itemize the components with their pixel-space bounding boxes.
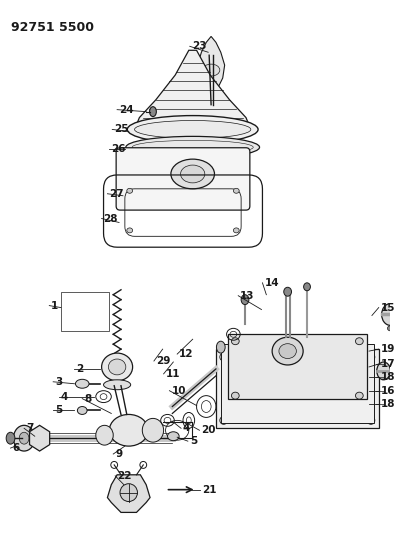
- Ellipse shape: [120, 484, 138, 502]
- Ellipse shape: [377, 362, 390, 380]
- Polygon shape: [108, 475, 150, 512]
- Text: 13: 13: [240, 290, 255, 301]
- Ellipse shape: [77, 407, 87, 415]
- Text: 15: 15: [381, 303, 395, 312]
- Ellipse shape: [233, 188, 239, 193]
- Text: 92751 5500: 92751 5500: [10, 21, 94, 34]
- Text: 22: 22: [117, 471, 132, 481]
- Ellipse shape: [127, 116, 258, 143]
- Ellipse shape: [367, 416, 375, 424]
- Text: 6: 6: [12, 443, 20, 453]
- Text: 5: 5: [190, 436, 197, 446]
- Ellipse shape: [202, 64, 220, 76]
- Text: 29: 29: [156, 356, 170, 366]
- Text: 10: 10: [171, 386, 186, 395]
- Ellipse shape: [127, 228, 133, 233]
- Ellipse shape: [367, 353, 375, 361]
- Ellipse shape: [168, 432, 179, 441]
- Ellipse shape: [216, 341, 225, 353]
- Ellipse shape: [134, 120, 251, 139]
- Bar: [228, 334, 367, 399]
- Text: 1: 1: [51, 301, 58, 311]
- Text: 11: 11: [166, 369, 180, 379]
- Ellipse shape: [388, 326, 393, 331]
- Ellipse shape: [220, 416, 228, 424]
- Ellipse shape: [232, 392, 239, 399]
- Text: 23: 23: [192, 42, 206, 51]
- Ellipse shape: [108, 359, 126, 375]
- Ellipse shape: [272, 337, 303, 365]
- Text: 4: 4: [183, 423, 190, 433]
- Text: 19: 19: [381, 344, 395, 354]
- Text: 12: 12: [179, 349, 194, 359]
- Text: 16: 16: [381, 386, 395, 395]
- Text: 18: 18: [381, 372, 395, 382]
- Polygon shape: [134, 50, 251, 134]
- Text: 21: 21: [202, 484, 217, 495]
- Ellipse shape: [284, 287, 292, 296]
- Text: 4: 4: [61, 392, 68, 402]
- Bar: [221, 344, 374, 423]
- Polygon shape: [30, 425, 50, 451]
- Ellipse shape: [6, 432, 15, 444]
- Text: 9: 9: [115, 449, 122, 459]
- Ellipse shape: [356, 392, 363, 399]
- Ellipse shape: [304, 283, 310, 290]
- Text: 26: 26: [111, 144, 126, 154]
- Ellipse shape: [180, 165, 205, 183]
- Ellipse shape: [150, 107, 156, 117]
- Text: 8: 8: [84, 393, 92, 403]
- Ellipse shape: [96, 425, 113, 445]
- Text: 20: 20: [202, 425, 216, 435]
- Ellipse shape: [382, 304, 399, 325]
- Ellipse shape: [241, 295, 249, 304]
- Ellipse shape: [279, 344, 296, 359]
- Ellipse shape: [104, 380, 131, 390]
- Ellipse shape: [233, 228, 239, 233]
- Text: 28: 28: [104, 214, 118, 223]
- Text: 18: 18: [381, 399, 395, 409]
- Ellipse shape: [142, 418, 164, 442]
- Ellipse shape: [232, 338, 239, 345]
- Text: 3: 3: [55, 377, 62, 387]
- FancyBboxPatch shape: [116, 148, 250, 210]
- Ellipse shape: [19, 432, 29, 444]
- Ellipse shape: [14, 425, 35, 451]
- Ellipse shape: [127, 188, 133, 193]
- Text: 27: 27: [109, 189, 124, 199]
- Ellipse shape: [356, 338, 363, 345]
- Text: 17: 17: [381, 359, 395, 369]
- Ellipse shape: [126, 136, 260, 158]
- Ellipse shape: [102, 353, 133, 381]
- Text: 5: 5: [55, 406, 62, 416]
- Text: 24: 24: [119, 104, 134, 115]
- Ellipse shape: [220, 353, 228, 361]
- Bar: [61, 292, 109, 332]
- Text: 7: 7: [26, 423, 34, 433]
- Polygon shape: [198, 36, 225, 92]
- Ellipse shape: [171, 159, 214, 189]
- Ellipse shape: [76, 379, 89, 388]
- Text: 14: 14: [264, 278, 279, 288]
- Text: 25: 25: [114, 124, 129, 134]
- Bar: [216, 349, 379, 429]
- Ellipse shape: [109, 415, 148, 446]
- Text: 2: 2: [76, 364, 84, 374]
